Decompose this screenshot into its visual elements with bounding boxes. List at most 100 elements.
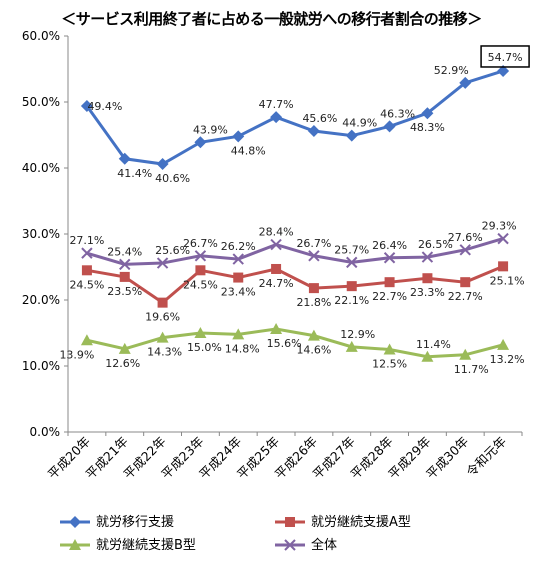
data-point-triangle [307, 329, 320, 341]
data-label: 45.6% [302, 112, 337, 125]
y-tick-label: 0.0% [30, 425, 61, 439]
legend-label: 就労継続支援A型 [311, 515, 411, 530]
data-point-triangle [345, 340, 358, 352]
series-1 [85, 69, 504, 166]
data-point-x [383, 252, 396, 264]
data-point-square [498, 261, 509, 272]
data-label: 13.9% [59, 348, 94, 361]
data-label: 23.3% [410, 286, 445, 299]
data-point-square [233, 272, 244, 283]
x-marker-stroke [421, 251, 434, 263]
legend-label: 就労継続支援B型 [96, 538, 196, 553]
data-label: 27.6% [448, 231, 483, 244]
data-label: 22.7% [448, 290, 483, 303]
data-label: 14.8% [225, 342, 260, 355]
highlight-box [480, 45, 530, 68]
data-point-x [346, 256, 358, 269]
data-point-triangle [383, 343, 396, 355]
series-line [86, 264, 504, 305]
data-point-square [422, 273, 433, 284]
data-point-x [497, 232, 509, 245]
series-line [86, 327, 504, 359]
data-label: 26.7% [183, 237, 218, 250]
data-label: 48.3% [410, 121, 445, 134]
data-point-diamond [232, 130, 245, 143]
data-point-x [156, 257, 169, 269]
data-label: 46.3% [380, 107, 415, 120]
data-point-square [460, 277, 471, 288]
data-point-diamond [156, 158, 169, 171]
data-label: 11.4% [416, 338, 451, 351]
data-label: 15.0% [187, 341, 222, 354]
data-label: 29.3% [482, 220, 517, 233]
data-label: 21.8% [296, 296, 331, 309]
data-point-triangle [270, 323, 283, 335]
legend-label: 就労移行支援 [96, 515, 174, 530]
data-label: 52.9% [434, 64, 469, 77]
data-point-square [271, 263, 282, 274]
data-point-square [81, 265, 92, 276]
data-point-diamond [194, 136, 207, 149]
x-marker-stroke [156, 257, 169, 269]
x-marker-stroke [194, 250, 207, 262]
x-marker-stroke [383, 252, 396, 264]
data-label: 41.4% [117, 167, 152, 180]
y-tick-label: 40.0% [22, 161, 60, 175]
chart-title: ＜サービス利用終了者に占める一般就労への移行者割合の推移＞ [61, 10, 482, 28]
data-point-diamond [497, 64, 510, 77]
data-label: 12.5% [372, 358, 407, 371]
legend-label: 全体 [311, 537, 337, 553]
legend-marker [284, 539, 296, 551]
data-point-square [308, 283, 319, 294]
data-label: 24.7% [259, 277, 294, 290]
data-point-x [421, 251, 434, 263]
x-marker-stroke [81, 247, 93, 259]
y-tick-label: 60.0% [22, 29, 60, 43]
data-point-diamond [80, 99, 93, 112]
data-label: 14.6% [296, 344, 331, 357]
data-label: 26.4% [372, 239, 407, 252]
data-label: 11.7% [454, 363, 489, 376]
data-point-diamond [118, 152, 131, 165]
data-point-diamond [421, 107, 434, 120]
data-point-square [346, 281, 357, 292]
data-label: 25.6% [155, 244, 190, 257]
data-point-x [119, 258, 131, 271]
data-label: 23.4% [221, 286, 256, 299]
data-point-triangle [459, 348, 472, 360]
data-label: 26.2% [221, 240, 256, 253]
x-marker-stroke [308, 250, 320, 262]
x-marker-stroke [284, 539, 296, 551]
data-point-diamond [307, 125, 320, 138]
data-label: 14.3% [147, 346, 182, 359]
data-point-square [384, 277, 395, 288]
data-point-diamond [383, 120, 396, 133]
series-4 [86, 237, 504, 266]
data-label: 22.7% [372, 290, 407, 303]
data-label: 43.9% [193, 123, 228, 136]
data-point-triangle [232, 328, 245, 340]
x-tick-label: 平成30年 [423, 434, 471, 482]
data-label: 23.5% [107, 285, 142, 298]
data-point-diamond [345, 129, 358, 142]
data-label: 26.7% [296, 237, 331, 250]
x-marker-stroke [497, 232, 509, 245]
data-label: 19.6% [145, 311, 180, 324]
data-point-triangle [421, 350, 434, 362]
legend-marker [285, 517, 295, 527]
data-label: 25.1% [490, 274, 525, 287]
series-line [85, 69, 504, 166]
series-3 [86, 327, 504, 359]
data-label: 12.6% [105, 357, 140, 370]
data-label: 15.6% [267, 337, 302, 350]
data-label: 24.5% [183, 278, 218, 291]
data-point-square [195, 265, 206, 276]
x-marker-stroke [459, 244, 471, 256]
data-label: 40.6% [155, 172, 190, 185]
data-point-x [270, 238, 282, 251]
data-label: 47.7% [259, 98, 294, 111]
data-point-diamond [459, 76, 472, 89]
data-label: 24.5% [69, 278, 104, 291]
data-label: 25.7% [334, 243, 369, 256]
data-label: 54.7% [488, 51, 523, 64]
